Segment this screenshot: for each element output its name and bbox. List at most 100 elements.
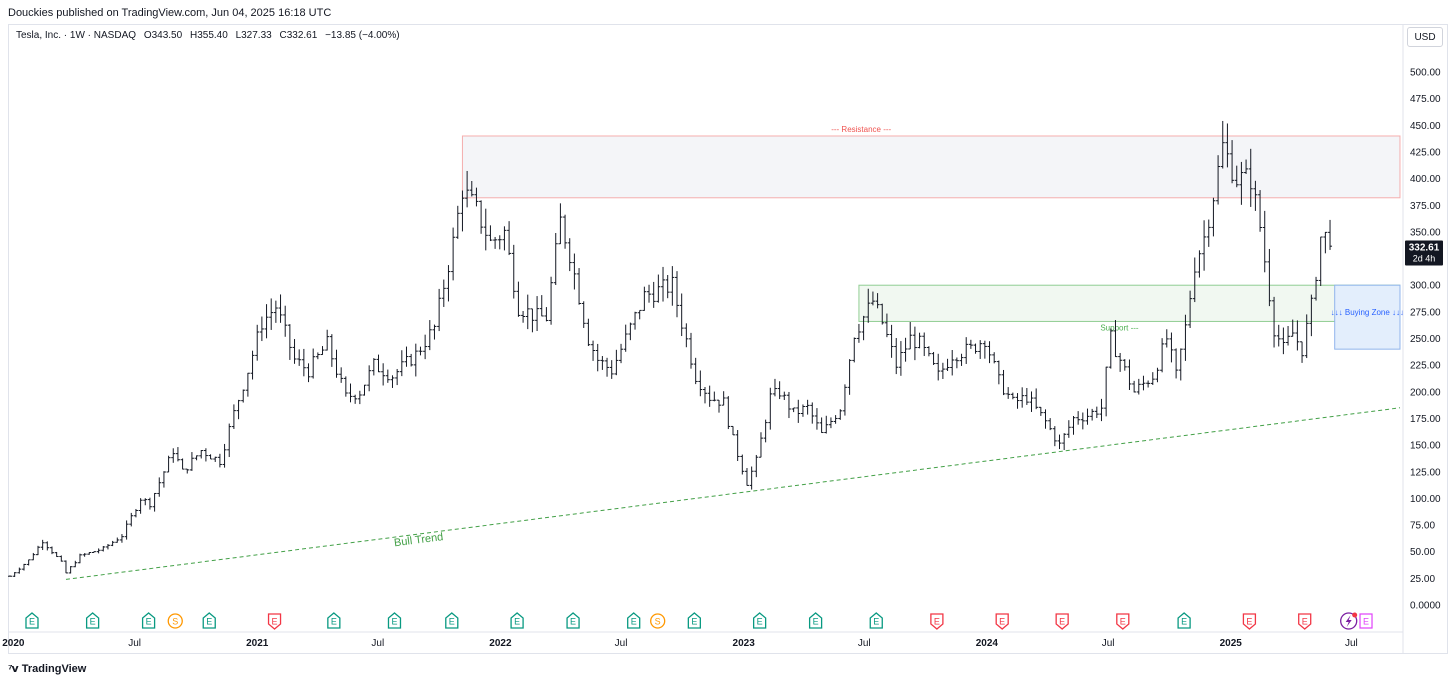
earnings-letter: E	[391, 617, 397, 627]
ohlc-bar	[441, 279, 446, 307]
ohlc-bar	[1038, 406, 1043, 416]
ohlc-bar	[880, 303, 885, 325]
earnings-letter: E	[1181, 617, 1187, 627]
price-tick-label: 150.00	[1410, 441, 1441, 452]
ohlc-bar	[292, 339, 297, 364]
earnings-shape	[267, 613, 282, 630]
ohlc-bar	[451, 227, 456, 281]
earnings-event-icon[interactable]: E	[627, 612, 641, 629]
ohlc-bar	[544, 307, 549, 322]
ohlc-bar	[567, 238, 572, 272]
price-tick-label: 25.00	[1410, 574, 1435, 585]
ohlc-bar	[670, 266, 675, 306]
earnings-event-icon[interactable]: E	[1177, 612, 1191, 629]
earnings-event-icon[interactable]: E	[1116, 613, 1130, 630]
ohlc-bar	[63, 560, 68, 574]
ohlc-bar	[940, 362, 945, 379]
ohlc-bar	[619, 343, 624, 364]
ohlc-bar	[26, 559, 31, 566]
ohlc-bar	[334, 349, 339, 378]
earnings-shape	[627, 612, 641, 629]
ohlc-bar	[59, 555, 64, 562]
earnings-letter: E	[999, 617, 1005, 627]
earnings-event-icon[interactable]: E	[1242, 613, 1257, 630]
price-tick-label: 275.00	[1410, 307, 1441, 318]
earnings-event-icon[interactable]: E	[510, 612, 524, 629]
earnings-event-icon[interactable]: E	[387, 612, 402, 629]
ohlc-bar	[1188, 290, 1193, 328]
price-tick-label: 500.00	[1410, 68, 1441, 79]
ohlc-bar	[605, 357, 610, 377]
ohlc-bar	[1262, 210, 1267, 273]
earnings-event-icon[interactable]: E	[687, 612, 701, 629]
ohlc-bar	[189, 452, 194, 471]
ohlc-bar	[661, 266, 666, 302]
ohlc-bar	[301, 348, 306, 377]
news-lightning-icon	[1340, 612, 1358, 630]
ohlc-bar	[591, 340, 596, 361]
earnings-event-icon[interactable]: E	[445, 612, 459, 629]
time-tick-label: Jul	[128, 638, 141, 649]
earnings-event-icon[interactable]: E	[1298, 613, 1312, 630]
currency-button[interactable]: USD	[1407, 27, 1443, 47]
split-event-icon[interactable]: S	[650, 613, 666, 629]
ohlc-bar	[427, 320, 432, 351]
earnings-letter: E	[1363, 617, 1369, 627]
earnings-shape	[327, 612, 341, 629]
price-tick-label: 200.00	[1410, 387, 1441, 398]
ohlc-bar	[185, 468, 190, 474]
earnings-event-icon[interactable]: E	[995, 613, 1009, 630]
ohlc-bar	[497, 235, 502, 250]
split-event-icon[interactable]: S	[167, 613, 183, 629]
ohlc-bar	[479, 200, 484, 234]
earnings-event-icon[interactable]: E	[930, 613, 944, 630]
earnings-event-icon[interactable]: E	[25, 612, 39, 629]
price-axis[interactable]: 500.00 475.00 450.00 425.00 400.00 375.00 350.…	[1402, 25, 1441, 653]
ohlc-bar	[1267, 248, 1272, 307]
earnings-event-icon[interactable]: E	[869, 612, 883, 629]
time-axis[interactable]: 2020 Jul 2021 Jul 2022 Jul 2023 Jul 2024 Jul 2025 J…	[2, 631, 1403, 649]
price-bars	[8, 120, 1333, 577]
ohlc-bar	[273, 300, 278, 323]
earnings-event-icon[interactable]: E	[1055, 613, 1069, 630]
ohlc-bar	[45, 541, 50, 551]
tradingview-logo[interactable]: ⁷𝘃 TradingView	[8, 662, 86, 676]
ohlc-bar	[637, 309, 642, 320]
ohlc-bar	[278, 294, 283, 323]
ohlc-bar	[516, 281, 521, 317]
ohlc-bar	[474, 187, 479, 207]
open-value: O343.50	[143, 30, 183, 41]
ohlc-bar	[236, 399, 241, 420]
earnings-event-icon[interactable]: E	[1359, 613, 1373, 629]
ohlc-bar	[143, 498, 148, 506]
symbol-name[interactable]: Tesla, Inc. · 1W · NASDAQ	[16, 30, 137, 41]
ohlc-bar	[1286, 325, 1291, 346]
earnings-event-icon[interactable]: E	[267, 613, 282, 630]
earnings-event-icon[interactable]: E	[202, 612, 216, 629]
ohlc-bar	[208, 454, 213, 460]
earnings-event-icon[interactable]: E	[808, 612, 823, 629]
ohlc-bar	[684, 323, 689, 348]
ohlc-bar	[721, 391, 726, 406]
ohlc-bar	[203, 448, 208, 462]
earnings-event-icon[interactable]: E	[85, 612, 100, 629]
ohlc-bar	[73, 560, 78, 568]
earnings-letter: E	[1059, 617, 1065, 627]
earnings-event-icon[interactable]: E	[141, 612, 156, 629]
split-circle	[650, 613, 666, 629]
earnings-event-icon[interactable]: E	[566, 612, 580, 629]
ohlc-bar	[87, 552, 92, 555]
ohlc-bar	[1006, 387, 1011, 399]
ohlc-bar	[175, 447, 180, 462]
earnings-event-icon[interactable]: E	[327, 612, 341, 629]
ohlc-bar	[460, 190, 465, 232]
ohlc-bar	[735, 430, 740, 461]
ohlc-bar	[129, 512, 134, 527]
ohlc-bar	[133, 508, 138, 518]
ohlc-bar	[651, 281, 656, 308]
earnings-event-icon[interactable]: E	[752, 612, 767, 629]
ohlc-bar	[68, 566, 73, 574]
ohlc-bar	[49, 546, 54, 555]
ohlc-bar	[287, 324, 292, 360]
